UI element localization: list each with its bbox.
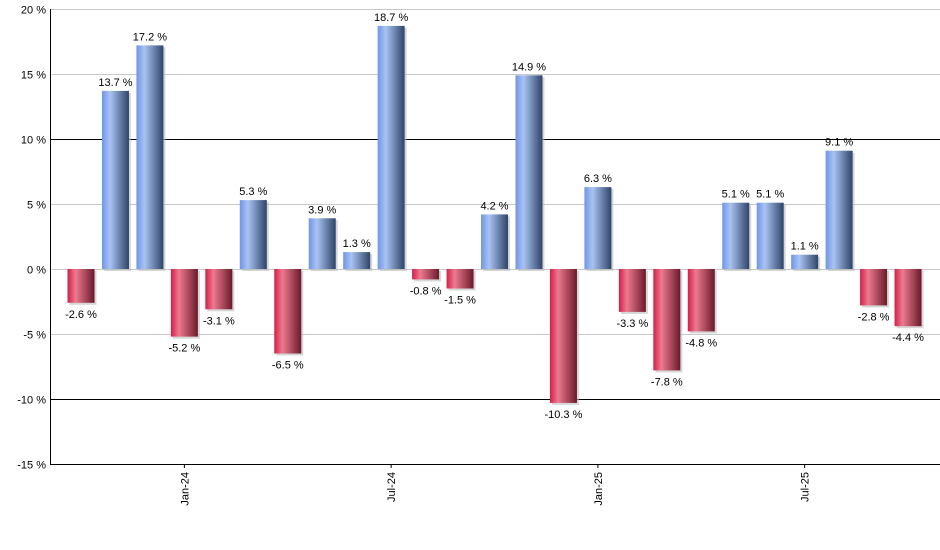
bar-Oct-23 bbox=[67, 269, 95, 303]
data-label: -2.6 % bbox=[65, 309, 97, 321]
y-tick-label: 0 % bbox=[27, 265, 46, 277]
bar-Jul-24 bbox=[377, 25, 405, 270]
data-label: 1.3 % bbox=[343, 238, 371, 250]
data-label: -4.8 % bbox=[685, 337, 717, 349]
y-tick-label: 10 % bbox=[21, 135, 46, 147]
data-label: -3.1 % bbox=[203, 315, 235, 327]
x-axis: Jan-24 Jul-24 Jan-25 Jul-25 bbox=[50, 464, 940, 506]
bar-Feb-24 bbox=[205, 269, 233, 310]
bar-Jan-25 bbox=[584, 187, 612, 269]
y-tick-label: 15 % bbox=[21, 70, 46, 82]
data-label: 4.2 % bbox=[480, 200, 508, 212]
bar-Nov-23 bbox=[101, 90, 129, 270]
bar-Jun-24 bbox=[343, 252, 371, 269]
data-label: 13.7 % bbox=[98, 77, 132, 89]
data-label: 5.3 % bbox=[239, 186, 267, 198]
bar-Jan-24 bbox=[170, 269, 198, 337]
data-label: 17.2 % bbox=[133, 31, 167, 43]
data-labels: -2.6 % 13.7 % 17.2 % -5.2 % -3.1 % 5.3 % -6.5 … bbox=[65, 12, 924, 421]
data-label: 9.1 % bbox=[825, 137, 853, 149]
bar-Sep-25 bbox=[860, 269, 888, 306]
bars bbox=[67, 25, 924, 405]
bar-Nov-24 bbox=[515, 75, 543, 269]
data-label: -2.8 % bbox=[858, 311, 890, 323]
y-tick-label: -15 % bbox=[17, 460, 46, 472]
data-label: -4.4 % bbox=[892, 332, 924, 344]
x-tick-label: Jan-25 bbox=[593, 472, 605, 506]
bar-May-24 bbox=[308, 218, 336, 269]
data-label: -5.2 % bbox=[168, 343, 200, 355]
bar-Aug-24 bbox=[412, 269, 440, 280]
bar-Jun-25 bbox=[756, 202, 784, 269]
data-label: 6.3 % bbox=[584, 173, 612, 185]
bar-Dec-24 bbox=[549, 269, 577, 403]
bar-Apr-24 bbox=[274, 269, 302, 354]
x-tick-label: Jan-24 bbox=[179, 472, 191, 506]
bar-Mar-24 bbox=[239, 200, 267, 269]
y-tick-label: 20 % bbox=[21, 5, 46, 17]
bar-Sep-24 bbox=[446, 269, 474, 289]
y-tick-label: 5 % bbox=[27, 200, 46, 212]
bar-Feb-25 bbox=[618, 269, 646, 312]
y-axis: -15 % -10 % -5 % 0 % 5 % 10 % 15 % 20 % bbox=[17, 5, 51, 472]
bar-Mar-25 bbox=[653, 269, 681, 371]
x-tick-label: Jul-24 bbox=[386, 472, 398, 502]
data-label: -1.5 % bbox=[444, 295, 476, 307]
bar-Apr-25 bbox=[687, 269, 715, 332]
data-label: -6.5 % bbox=[272, 360, 304, 372]
data-label: 1.1 % bbox=[791, 241, 819, 253]
data-label: -10.3 % bbox=[544, 409, 582, 421]
data-label: -0.8 % bbox=[410, 285, 442, 297]
bar-Jul-25 bbox=[791, 254, 819, 269]
bar-Aug-25 bbox=[825, 150, 853, 269]
y-tick-label: -10 % bbox=[17, 395, 46, 407]
data-label: -3.3 % bbox=[616, 318, 648, 330]
bar-Dec-23 bbox=[136, 45, 164, 270]
bar-Oct-25 bbox=[894, 269, 922, 327]
data-label: 3.9 % bbox=[308, 204, 336, 216]
data-label: 5.1 % bbox=[722, 189, 750, 201]
data-label: -7.8 % bbox=[651, 376, 683, 388]
y-tick-label: -5 % bbox=[23, 330, 46, 342]
bar-May-25 bbox=[722, 202, 750, 269]
data-label: 5.1 % bbox=[756, 189, 784, 201]
data-label: 14.9 % bbox=[512, 61, 546, 73]
bar-Oct-24 bbox=[481, 214, 509, 269]
x-tick-label: Jul-25 bbox=[800, 472, 812, 502]
data-label: 18.7 % bbox=[374, 12, 408, 24]
